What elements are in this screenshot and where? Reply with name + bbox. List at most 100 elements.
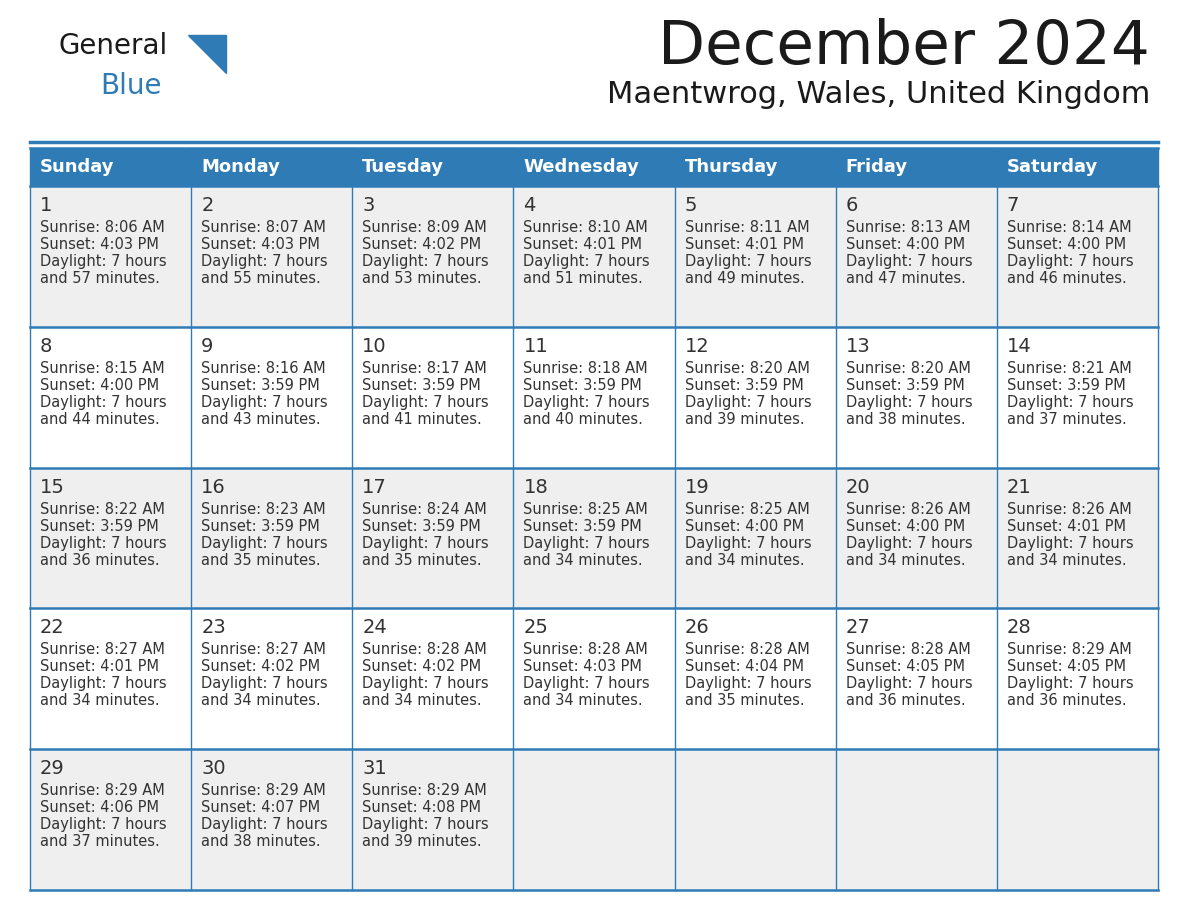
Text: Daylight: 7 hours: Daylight: 7 hours — [40, 395, 166, 409]
Text: and 35 minutes.: and 35 minutes. — [201, 553, 321, 567]
Text: and 34 minutes.: and 34 minutes. — [684, 553, 804, 567]
Text: 17: 17 — [362, 477, 387, 497]
Text: and 36 minutes.: and 36 minutes. — [1007, 693, 1126, 709]
Text: Sunrise: 8:21 AM: Sunrise: 8:21 AM — [1007, 361, 1132, 375]
Text: 20: 20 — [846, 477, 871, 497]
Text: Daylight: 7 hours: Daylight: 7 hours — [524, 254, 650, 269]
Text: Daylight: 7 hours: Daylight: 7 hours — [684, 254, 811, 269]
Text: and 41 minutes.: and 41 minutes. — [362, 412, 482, 427]
Text: Sunset: 4:03 PM: Sunset: 4:03 PM — [40, 237, 159, 252]
Text: Daylight: 7 hours: Daylight: 7 hours — [40, 535, 166, 551]
Text: 13: 13 — [846, 337, 871, 356]
Text: Sunrise: 8:29 AM: Sunrise: 8:29 AM — [1007, 643, 1132, 657]
Text: Sunrise: 8:26 AM: Sunrise: 8:26 AM — [1007, 501, 1132, 517]
Text: Sunset: 4:00 PM: Sunset: 4:00 PM — [1007, 237, 1126, 252]
Text: Sunrise: 8:20 AM: Sunrise: 8:20 AM — [684, 361, 809, 375]
Text: and 53 minutes.: and 53 minutes. — [362, 271, 482, 286]
Text: 22: 22 — [40, 619, 65, 637]
Text: 29: 29 — [40, 759, 65, 778]
Text: Daylight: 7 hours: Daylight: 7 hours — [362, 395, 489, 409]
Text: Sunset: 4:01 PM: Sunset: 4:01 PM — [524, 237, 643, 252]
Text: and 37 minutes.: and 37 minutes. — [1007, 412, 1126, 427]
Text: Sunset: 3:59 PM: Sunset: 3:59 PM — [40, 519, 159, 533]
Text: 2: 2 — [201, 196, 214, 215]
Text: Sunrise: 8:20 AM: Sunrise: 8:20 AM — [846, 361, 971, 375]
Text: and 38 minutes.: and 38 minutes. — [846, 412, 966, 427]
Text: Sunset: 4:00 PM: Sunset: 4:00 PM — [684, 519, 804, 533]
Text: 9: 9 — [201, 337, 214, 356]
Text: Tuesday: Tuesday — [362, 158, 444, 176]
Text: 18: 18 — [524, 477, 548, 497]
Text: Sunset: 4:02 PM: Sunset: 4:02 PM — [201, 659, 321, 675]
Text: Sunrise: 8:28 AM: Sunrise: 8:28 AM — [684, 643, 809, 657]
Bar — [30, 609, 1158, 749]
Text: Sunset: 3:59 PM: Sunset: 3:59 PM — [684, 378, 803, 393]
Text: 10: 10 — [362, 337, 387, 356]
Text: Daylight: 7 hours: Daylight: 7 hours — [40, 817, 166, 833]
Text: and 34 minutes.: and 34 minutes. — [362, 693, 482, 709]
Text: and 37 minutes.: and 37 minutes. — [40, 834, 159, 849]
Text: 4: 4 — [524, 196, 536, 215]
Text: Sunrise: 8:26 AM: Sunrise: 8:26 AM — [846, 501, 971, 517]
Text: Wednesday: Wednesday — [524, 158, 639, 176]
Text: Daylight: 7 hours: Daylight: 7 hours — [201, 254, 328, 269]
Text: and 34 minutes.: and 34 minutes. — [846, 553, 966, 567]
Text: 11: 11 — [524, 337, 548, 356]
Text: Sunrise: 8:28 AM: Sunrise: 8:28 AM — [362, 643, 487, 657]
Text: 24: 24 — [362, 619, 387, 637]
Text: and 39 minutes.: and 39 minutes. — [684, 412, 804, 427]
Text: 12: 12 — [684, 337, 709, 356]
Text: 19: 19 — [684, 477, 709, 497]
Text: Sunrise: 8:27 AM: Sunrise: 8:27 AM — [40, 643, 165, 657]
Text: Saturday: Saturday — [1007, 158, 1098, 176]
Bar — [30, 467, 1158, 609]
Text: Sunset: 4:01 PM: Sunset: 4:01 PM — [684, 237, 803, 252]
Text: Sunrise: 8:29 AM: Sunrise: 8:29 AM — [201, 783, 326, 798]
Text: Daylight: 7 hours: Daylight: 7 hours — [684, 395, 811, 409]
Text: 7: 7 — [1007, 196, 1019, 215]
Text: Sunset: 4:06 PM: Sunset: 4:06 PM — [40, 800, 159, 815]
Text: and 51 minutes.: and 51 minutes. — [524, 271, 643, 286]
Text: 6: 6 — [846, 196, 858, 215]
Text: Sunset: 3:59 PM: Sunset: 3:59 PM — [1007, 378, 1125, 393]
Text: Sunrise: 8:07 AM: Sunrise: 8:07 AM — [201, 220, 326, 235]
Text: Sunrise: 8:22 AM: Sunrise: 8:22 AM — [40, 501, 165, 517]
Text: Sunset: 4:02 PM: Sunset: 4:02 PM — [362, 237, 481, 252]
Text: 26: 26 — [684, 619, 709, 637]
Text: Sunrise: 8:29 AM: Sunrise: 8:29 AM — [40, 783, 165, 798]
Text: Daylight: 7 hours: Daylight: 7 hours — [362, 677, 489, 691]
Text: 16: 16 — [201, 477, 226, 497]
Text: and 35 minutes.: and 35 minutes. — [684, 693, 804, 709]
Text: Daylight: 7 hours: Daylight: 7 hours — [362, 535, 489, 551]
Text: Daylight: 7 hours: Daylight: 7 hours — [201, 677, 328, 691]
Text: Sunrise: 8:11 AM: Sunrise: 8:11 AM — [684, 220, 809, 235]
Text: Sunset: 4:00 PM: Sunset: 4:00 PM — [846, 519, 965, 533]
Text: Daylight: 7 hours: Daylight: 7 hours — [846, 254, 972, 269]
Text: Sunrise: 8:17 AM: Sunrise: 8:17 AM — [362, 361, 487, 375]
Text: Sunrise: 8:14 AM: Sunrise: 8:14 AM — [1007, 220, 1131, 235]
Text: 25: 25 — [524, 619, 549, 637]
Text: 30: 30 — [201, 759, 226, 778]
Text: Sunset: 3:59 PM: Sunset: 3:59 PM — [524, 378, 643, 393]
Bar — [30, 186, 1158, 327]
Text: and 46 minutes.: and 46 minutes. — [1007, 271, 1126, 286]
Text: Sunrise: 8:27 AM: Sunrise: 8:27 AM — [201, 643, 326, 657]
Text: Sunrise: 8:29 AM: Sunrise: 8:29 AM — [362, 783, 487, 798]
Text: Sunday: Sunday — [40, 158, 114, 176]
Text: 1: 1 — [40, 196, 52, 215]
Text: Daylight: 7 hours: Daylight: 7 hours — [1007, 395, 1133, 409]
Text: Daylight: 7 hours: Daylight: 7 hours — [684, 677, 811, 691]
Text: Sunset: 4:08 PM: Sunset: 4:08 PM — [362, 800, 481, 815]
Text: Sunrise: 8:10 AM: Sunrise: 8:10 AM — [524, 220, 649, 235]
Text: and 34 minutes.: and 34 minutes. — [524, 693, 643, 709]
Text: Daylight: 7 hours: Daylight: 7 hours — [1007, 254, 1133, 269]
Text: and 55 minutes.: and 55 minutes. — [201, 271, 321, 286]
Text: 27: 27 — [846, 619, 871, 637]
Text: 15: 15 — [40, 477, 65, 497]
Text: and 47 minutes.: and 47 minutes. — [846, 271, 966, 286]
Text: General: General — [58, 32, 168, 60]
Text: Daylight: 7 hours: Daylight: 7 hours — [40, 254, 166, 269]
Text: Sunrise: 8:09 AM: Sunrise: 8:09 AM — [362, 220, 487, 235]
Text: Sunrise: 8:15 AM: Sunrise: 8:15 AM — [40, 361, 165, 375]
Text: Sunset: 4:00 PM: Sunset: 4:00 PM — [846, 237, 965, 252]
